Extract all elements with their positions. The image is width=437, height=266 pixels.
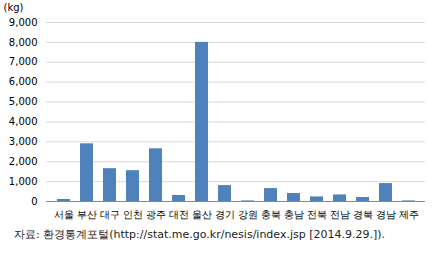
svg-text:대구: 대구	[100, 209, 120, 220]
svg-text:서울: 서울	[54, 209, 74, 220]
svg-text:7,000: 7,000	[9, 56, 38, 67]
svg-text:전남: 전남	[330, 209, 350, 220]
svg-text:3,000: 3,000	[9, 136, 38, 147]
svg-text:강원: 강원	[238, 209, 258, 220]
svg-text:5,000: 5,000	[9, 96, 38, 107]
svg-text:경기: 경기	[215, 209, 235, 220]
svg-text:대전: 대전	[169, 209, 189, 220]
svg-text:경북: 경북	[353, 209, 373, 220]
svg-text:부산: 부산	[77, 209, 97, 220]
svg-text:1,000: 1,000	[9, 176, 38, 187]
svg-text:충남: 충남	[284, 209, 304, 220]
svg-text:전북: 전북	[307, 209, 327, 220]
svg-text:6,000: 6,000	[9, 76, 38, 87]
svg-text:광주: 광주	[146, 209, 166, 220]
svg-text:4,000: 4,000	[9, 116, 38, 127]
svg-text:8,000: 8,000	[9, 37, 38, 48]
html-text:자료: 환경통계포털(http://stat.me.go.k: 자료: 환경통계포털(http://stat.me.go.kr/nesis/in…	[14, 228, 386, 241]
svg-text:경남: 경남	[376, 209, 396, 220]
svg-text:2,000: 2,000	[9, 156, 38, 167]
svg-text:제주: 제주	[399, 209, 419, 220]
svg-text:0: 0	[31, 196, 37, 207]
svg-text:충북: 충북	[261, 209, 281, 220]
svg-text:인천: 인천	[123, 209, 143, 220]
svg-text:9,000: 9,000	[9, 17, 38, 28]
svg-text:울산: 울산	[192, 209, 212, 220]
svg-text:(kg): (kg)	[4, 2, 24, 13]
